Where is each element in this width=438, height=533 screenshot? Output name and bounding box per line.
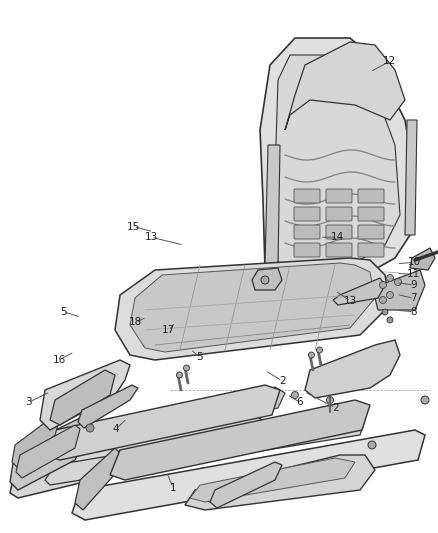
Text: 10: 10 [407,257,420,267]
Polygon shape [115,258,390,360]
FancyBboxPatch shape [358,243,384,257]
Polygon shape [16,425,80,478]
Circle shape [387,317,393,323]
Text: 2: 2 [332,403,339,413]
FancyBboxPatch shape [294,207,320,221]
Polygon shape [78,385,138,428]
Polygon shape [252,268,282,290]
Text: 3: 3 [25,398,32,407]
Polygon shape [75,448,120,510]
Polygon shape [410,248,435,270]
Polygon shape [405,120,417,235]
Polygon shape [72,430,425,520]
Polygon shape [55,387,285,450]
Circle shape [317,347,322,353]
Text: 5: 5 [196,352,203,362]
Text: 7: 7 [410,294,417,303]
Circle shape [177,372,183,378]
Polygon shape [12,415,60,468]
Circle shape [421,396,429,404]
FancyBboxPatch shape [294,189,320,203]
Circle shape [386,274,393,281]
Polygon shape [305,340,400,398]
FancyBboxPatch shape [326,225,352,239]
Polygon shape [45,385,280,460]
Circle shape [184,365,190,371]
FancyBboxPatch shape [326,189,352,203]
Circle shape [326,397,333,403]
Polygon shape [285,42,405,130]
Polygon shape [190,458,355,502]
Circle shape [261,276,269,284]
Text: 16: 16 [53,355,66,365]
FancyBboxPatch shape [358,207,384,221]
Text: 17: 17 [162,326,175,335]
Polygon shape [185,455,375,510]
Circle shape [395,279,402,286]
FancyBboxPatch shape [326,243,352,257]
Circle shape [382,309,388,315]
Text: 5: 5 [60,307,67,317]
Polygon shape [50,370,115,425]
Polygon shape [110,400,370,480]
Circle shape [86,424,94,432]
Circle shape [379,281,386,288]
Text: 11: 11 [407,270,420,279]
Text: 14: 14 [331,232,344,242]
Polygon shape [45,415,365,485]
Polygon shape [210,462,282,508]
Polygon shape [260,38,415,282]
Text: 8: 8 [410,307,417,317]
Polygon shape [40,360,130,430]
Text: 13: 13 [344,296,357,306]
Circle shape [368,441,376,449]
Polygon shape [130,263,375,352]
Text: 2: 2 [279,376,286,386]
Text: 15: 15 [127,222,140,231]
FancyBboxPatch shape [294,243,320,257]
Polygon shape [10,418,88,490]
Circle shape [386,292,393,298]
Polygon shape [12,430,65,490]
Circle shape [292,392,299,399]
FancyBboxPatch shape [326,207,352,221]
FancyBboxPatch shape [358,225,384,239]
Text: 9: 9 [410,280,417,290]
Text: 1: 1 [170,483,177,492]
Circle shape [308,352,314,358]
FancyBboxPatch shape [294,225,320,239]
Polygon shape [265,145,280,265]
Polygon shape [375,270,425,310]
Text: 4: 4 [113,424,120,434]
Polygon shape [333,278,385,305]
Circle shape [379,296,386,303]
Text: 12: 12 [383,56,396,66]
Text: 6: 6 [297,398,304,407]
FancyBboxPatch shape [358,189,384,203]
Text: 18: 18 [129,318,142,327]
Text: 13: 13 [145,232,158,242]
Polygon shape [10,415,262,498]
Polygon shape [275,55,400,270]
